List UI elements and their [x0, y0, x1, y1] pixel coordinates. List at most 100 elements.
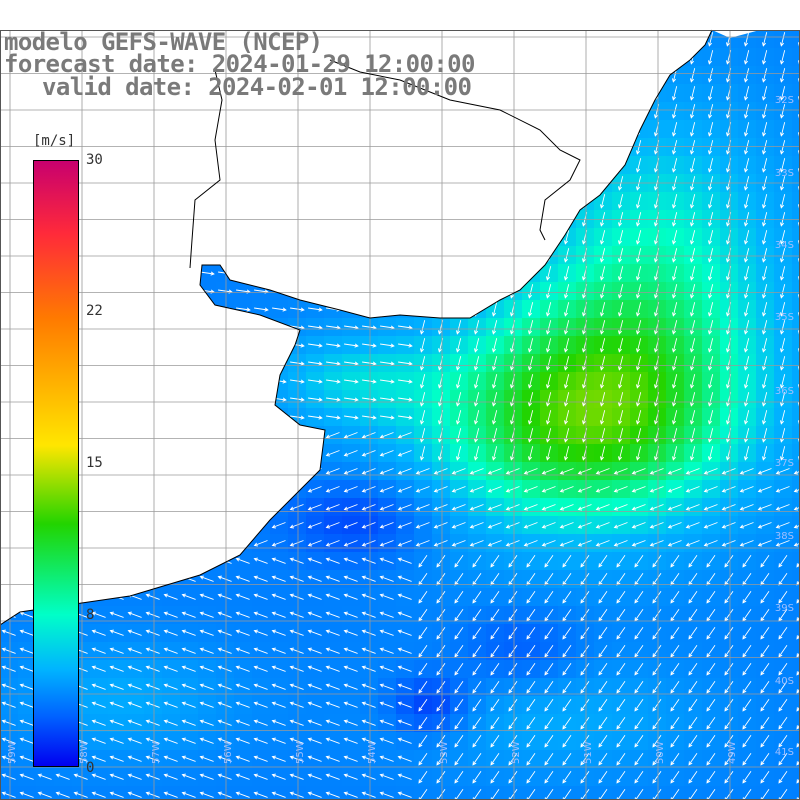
wind-arrow — [617, 302, 624, 317]
wind-arrow — [253, 540, 268, 547]
wind-cell — [144, 552, 162, 570]
wind-cell — [792, 552, 800, 570]
wind-arrow — [289, 540, 304, 547]
wind-arrow — [2, 397, 17, 402]
wind-arrow — [37, 773, 52, 780]
wind-arrow — [379, 683, 394, 690]
wind-cell — [612, 120, 630, 138]
wind-arrow — [127, 522, 142, 529]
wind-arrow — [272, 253, 287, 258]
wind-arrow — [289, 701, 304, 708]
wind-arrow — [707, 104, 714, 119]
wind-cell — [324, 156, 342, 174]
wind-arrow — [526, 626, 536, 640]
wind-cell — [792, 660, 800, 678]
wind-arrow — [562, 662, 572, 676]
wind-arrow — [272, 415, 287, 420]
wind-arrow — [635, 32, 642, 47]
wind-arrow — [361, 450, 376, 457]
wind-arrow — [689, 158, 696, 173]
wind-arrow — [545, 140, 552, 155]
wind-arrow — [181, 593, 196, 600]
wind-arrow — [671, 266, 678, 281]
wind-arrow — [110, 415, 125, 420]
wind-arrow — [670, 680, 680, 694]
wind-cell — [342, 120, 360, 138]
wind-cell — [468, 102, 486, 120]
wind-cell — [0, 588, 18, 606]
wind-cell — [0, 534, 18, 552]
wind-arrow — [1, 486, 16, 493]
wind-arrow — [454, 662, 464, 676]
wind-arrow — [707, 158, 714, 173]
wind-cell — [702, 786, 720, 800]
wind-arrow — [145, 575, 160, 582]
wind-cell — [234, 480, 252, 498]
wind-arrow — [689, 302, 696, 317]
wind-arrow — [563, 50, 570, 65]
wind-arrow — [91, 791, 106, 798]
wind-arrow — [272, 163, 287, 168]
wind-arrow — [491, 50, 498, 65]
wind-cell — [0, 210, 18, 228]
wind-cell — [252, 462, 270, 480]
wind-arrow — [508, 590, 518, 604]
wind-arrow — [199, 432, 214, 439]
wind-arrow — [326, 361, 341, 366]
wind-arrow — [253, 486, 268, 493]
wind-arrow — [128, 343, 143, 348]
wind-cell — [162, 300, 180, 318]
wind-arrow — [127, 737, 142, 744]
wind-arrow — [218, 361, 233, 366]
wind-arrow — [541, 486, 556, 493]
wind-arrow — [217, 611, 232, 618]
wind-arrow — [110, 163, 125, 168]
wind-cell — [18, 102, 36, 120]
wind-cell — [252, 156, 270, 174]
wind-arrow — [635, 194, 642, 209]
wind-cell — [396, 156, 414, 174]
wind-arrow — [110, 199, 125, 204]
wind-cell — [522, 156, 540, 174]
wind-arrow — [743, 68, 750, 83]
wind-arrow — [670, 752, 680, 766]
wind-arrow — [397, 629, 412, 636]
wind-cell — [0, 462, 18, 480]
wind-cell — [504, 282, 522, 300]
wind-cell — [522, 102, 540, 120]
wind-arrow — [742, 752, 752, 766]
wind-arrow — [145, 647, 160, 654]
wind-cell — [576, 30, 594, 48]
lon-label: 57W — [151, 741, 162, 764]
wind-cell — [252, 444, 270, 462]
wind-arrow — [559, 522, 574, 529]
wind-arrow — [707, 284, 714, 299]
colorbar-tick: 0 — [86, 760, 95, 776]
wind-cell — [108, 534, 126, 552]
wind-arrow — [563, 266, 570, 281]
wind-cell — [180, 102, 198, 120]
lon-label: 55W — [295, 741, 306, 764]
wind-arrow — [200, 181, 215, 186]
wind-arrow — [757, 468, 772, 475]
wind-arrow — [307, 665, 322, 672]
wind-cell — [90, 480, 108, 498]
wind-arrow — [361, 575, 376, 582]
wind-arrow — [742, 626, 752, 640]
wind-arrow — [289, 719, 304, 726]
wind-arrow — [706, 680, 716, 694]
wind-arrow — [617, 32, 624, 47]
wind-arrow — [491, 266, 498, 281]
wind-cell — [792, 336, 800, 354]
wind-arrow — [599, 392, 606, 407]
wind-arrow — [308, 199, 323, 204]
wind-arrow — [635, 338, 642, 353]
wind-arrow — [199, 611, 214, 618]
wind-arrow — [527, 104, 534, 119]
wind-arrow — [1, 647, 16, 654]
wind-arrow — [254, 307, 269, 312]
wind-cell — [108, 282, 126, 300]
wind-arrow — [397, 647, 412, 654]
wind-arrow — [760, 644, 770, 658]
wind-arrow — [743, 158, 750, 173]
